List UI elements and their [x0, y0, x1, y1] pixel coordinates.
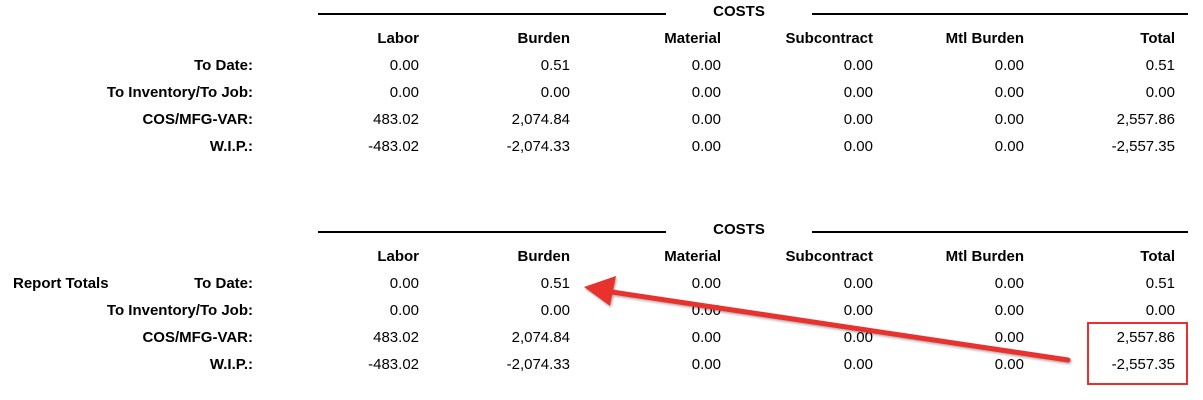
cell-labor: 0.00 [389, 275, 419, 292]
cell-mtl-burden: 0.00 [994, 84, 1024, 101]
cell-total: 0.00 [1145, 302, 1175, 319]
costs-rule-right [812, 13, 1188, 15]
cell-burden: 0.00 [540, 84, 570, 101]
column-header-material: Material [664, 248, 721, 265]
cell-material: 0.00 [691, 111, 721, 128]
cell-total: -2,557.35 [1111, 138, 1175, 155]
cell-total: 0.51 [1145, 57, 1175, 74]
cell-mtl-burden: 0.00 [994, 275, 1024, 292]
cell-burden: 0.51 [540, 275, 570, 292]
cell-labor: -483.02 [368, 356, 419, 373]
cell-labor: -483.02 [368, 138, 419, 155]
report-totals-label: Report Totals [13, 275, 109, 292]
cell-burden: 2,074.84 [511, 329, 570, 346]
annotation-highlight-box [1087, 322, 1188, 385]
cell-subcontract: 0.00 [843, 138, 873, 155]
cell-burden: -2,074.33 [506, 356, 570, 373]
column-header-burden: Burden [517, 30, 571, 47]
column-header-subcontract: Subcontract [785, 30, 873, 47]
cell-subcontract: 0.00 [843, 329, 873, 346]
cell-mtl-burden: 0.00 [994, 111, 1024, 128]
cell-material: 0.00 [691, 302, 721, 319]
cell-total: 0.00 [1145, 84, 1175, 101]
cell-mtl-burden: 0.00 [994, 138, 1024, 155]
cell-material: 0.00 [691, 57, 721, 74]
cell-subcontract: 0.00 [843, 84, 873, 101]
column-header-burden: Burden [517, 248, 571, 265]
row-label-cos-mfg-var: COS/MFG-VAR: [142, 111, 253, 128]
cell-mtl-burden: 0.00 [994, 329, 1024, 346]
row-label-cos-mfg-var: COS/MFG-VAR: [142, 329, 253, 346]
column-header-labor: Labor [377, 30, 419, 47]
cell-material: 0.00 [691, 329, 721, 346]
row-label-wip: W.I.P.: [209, 356, 253, 373]
cell-subcontract: 0.00 [843, 302, 873, 319]
cell-subcontract: 0.00 [843, 275, 873, 292]
cell-labor: 483.02 [373, 329, 419, 346]
cell-total: 2,557.86 [1116, 111, 1175, 128]
cell-labor: 0.00 [389, 302, 419, 319]
row-label-to-inventory: To Inventory/To Job: [106, 84, 253, 101]
column-header-mtl-burden: Mtl Burden [945, 248, 1024, 265]
costs-section-2: COSTS Labor Burden Material Subcontract … [0, 218, 1203, 388]
column-header-total: Total [1140, 30, 1175, 47]
column-header-labor: Labor [377, 248, 419, 265]
cell-material: 0.00 [691, 275, 721, 292]
cell-material: 0.00 [691, 84, 721, 101]
cell-subcontract: 0.00 [843, 356, 873, 373]
cell-material: 0.00 [691, 356, 721, 373]
costs-title: COSTS [713, 221, 765, 238]
costs-rule-right [812, 231, 1188, 233]
costs-title: COSTS [713, 3, 765, 20]
cell-material: 0.00 [691, 138, 721, 155]
costs-section-1: COSTS Labor Burden Material Subcontract … [0, 0, 1203, 170]
cell-total: 0.51 [1145, 275, 1175, 292]
costs-rule-left [318, 231, 666, 233]
cell-labor: 483.02 [373, 111, 419, 128]
cell-total: -2,557.35 [1111, 356, 1175, 373]
row-label-to-date: To Date: [194, 275, 253, 292]
cell-subcontract: 0.00 [843, 57, 873, 74]
column-header-material: Material [664, 30, 721, 47]
cell-subcontract: 0.00 [843, 111, 873, 128]
row-label-wip: W.I.P.: [209, 138, 253, 155]
cell-burden: 0.51 [540, 57, 570, 74]
costs-rule-left [318, 13, 666, 15]
row-label-to-inventory: To Inventory/To Job: [106, 302, 253, 319]
cell-mtl-burden: 0.00 [994, 57, 1024, 74]
cell-labor: 0.00 [389, 57, 419, 74]
cell-mtl-burden: 0.00 [994, 356, 1024, 373]
column-header-mtl-burden: Mtl Burden [945, 30, 1024, 47]
cell-total: 2,557.86 [1116, 329, 1175, 346]
cell-mtl-burden: 0.00 [994, 302, 1024, 319]
column-header-total: Total [1140, 248, 1175, 265]
column-header-subcontract: Subcontract [785, 248, 873, 265]
cell-burden: 2,074.84 [511, 111, 570, 128]
cell-burden: 0.00 [540, 302, 570, 319]
cell-labor: 0.00 [389, 84, 419, 101]
cell-burden: -2,074.33 [506, 138, 570, 155]
row-label-to-date: To Date: [194, 57, 253, 74]
